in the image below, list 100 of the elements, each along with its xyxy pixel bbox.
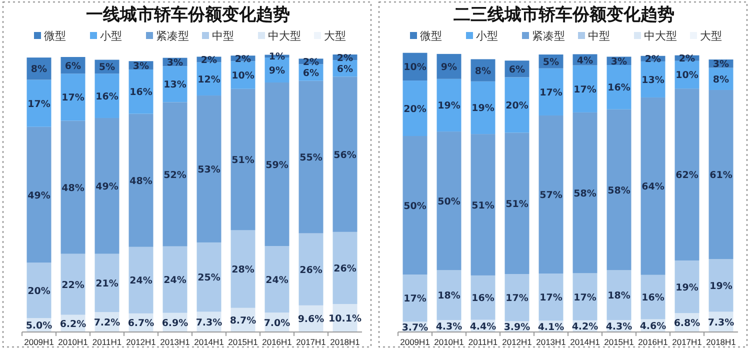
data-label: 3.7% xyxy=(402,322,429,334)
data-label: 24% xyxy=(130,276,153,287)
bar xyxy=(572,112,598,274)
data-label: 9% xyxy=(268,66,286,77)
bar xyxy=(504,132,530,274)
legend-label: 紧凑型 xyxy=(156,30,189,42)
data-label: 50% xyxy=(404,200,427,212)
data-label: 17% xyxy=(506,293,529,304)
legend-label: 中型 xyxy=(588,30,610,42)
bar xyxy=(332,76,358,232)
bar xyxy=(402,274,428,322)
data-label: 19% xyxy=(472,103,495,114)
legend-label: 大型 xyxy=(324,30,346,42)
data-label: 2% xyxy=(678,54,696,65)
bar xyxy=(298,80,324,234)
bar xyxy=(538,68,564,116)
x-tick-label: 2015H1 xyxy=(604,337,634,347)
data-label: 20% xyxy=(506,100,529,112)
data-label: 7.0% xyxy=(264,318,291,329)
bar xyxy=(162,102,188,246)
bar xyxy=(94,254,120,312)
data-label: 26% xyxy=(334,263,357,274)
data-label: 58% xyxy=(608,185,631,196)
legend-label: 小型 xyxy=(476,30,498,42)
bar xyxy=(674,260,700,314)
bar xyxy=(94,118,120,254)
x-tick-label: 2013H1 xyxy=(160,337,190,347)
data-label: 3% xyxy=(712,59,730,70)
bar xyxy=(538,115,564,274)
bar xyxy=(128,114,154,247)
x-tick-label: 2017H1 xyxy=(672,337,702,347)
data-label: 16% xyxy=(642,292,665,304)
legend-label: 小型 xyxy=(100,30,122,42)
data-label: 61% xyxy=(710,170,733,182)
x-tick-label: 2010H1 xyxy=(58,337,88,347)
data-label: 5.0% xyxy=(26,320,53,332)
bar xyxy=(196,242,222,312)
bar xyxy=(640,97,666,275)
data-label: 56% xyxy=(334,150,357,161)
data-label: 21% xyxy=(96,278,119,290)
data-label: 6.8% xyxy=(674,318,701,330)
bar xyxy=(470,81,496,134)
data-label: 10% xyxy=(232,70,255,82)
data-label: 16% xyxy=(96,91,119,102)
data-label: 17% xyxy=(574,84,597,96)
bar xyxy=(674,88,700,260)
data-label: 4.6% xyxy=(640,321,667,332)
x-tick-label: 2015H1 xyxy=(228,337,258,347)
data-label: 57% xyxy=(540,190,563,201)
data-label: 19% xyxy=(676,282,699,294)
data-label: 17% xyxy=(540,292,563,304)
data-label: 48% xyxy=(130,176,153,187)
bar xyxy=(606,270,632,320)
data-label: 62% xyxy=(676,170,699,182)
data-label: 1% xyxy=(268,52,286,63)
data-label: 2% xyxy=(336,52,354,64)
legend-label: 紧凑型 xyxy=(532,30,565,42)
data-label: 58% xyxy=(574,188,597,200)
bar xyxy=(538,274,564,321)
legend-label: 微型 xyxy=(44,30,66,42)
data-label: 6% xyxy=(336,64,354,75)
data-label: 50% xyxy=(438,196,461,208)
data-label: 28% xyxy=(232,264,255,276)
bar xyxy=(230,230,256,308)
data-label: 6% xyxy=(302,68,320,80)
bar xyxy=(264,246,290,313)
data-label: 3% xyxy=(132,60,150,72)
x-tick-label: 2012H1 xyxy=(502,337,532,347)
x-tick-label: 2011H1 xyxy=(92,337,122,347)
data-label: 2% xyxy=(302,56,320,68)
bar xyxy=(60,74,86,121)
data-label: 19% xyxy=(710,280,733,292)
data-label: 6% xyxy=(64,60,82,72)
x-tick-label: 2018H1 xyxy=(706,337,736,347)
data-label: 6% xyxy=(508,64,526,76)
data-label: 8% xyxy=(712,74,730,86)
bar xyxy=(708,90,734,260)
data-label: 17% xyxy=(574,292,597,304)
bar xyxy=(230,88,256,230)
data-label: 49% xyxy=(96,181,119,192)
bar xyxy=(332,232,358,304)
legend-label: 大型 xyxy=(700,30,722,42)
x-tick-label: 2010H1 xyxy=(434,337,464,347)
data-label: 10% xyxy=(404,62,427,74)
chart-title: 二三线城市轿车份额变化趋势 xyxy=(454,5,674,25)
x-tick-label: 2012H1 xyxy=(126,337,156,347)
data-label: 52% xyxy=(164,170,187,181)
data-label: 9.6% xyxy=(298,314,325,326)
data-label: 13% xyxy=(164,80,187,91)
bar xyxy=(402,80,428,136)
bar xyxy=(162,246,188,313)
bar xyxy=(436,132,462,270)
data-label: 13% xyxy=(642,74,665,86)
data-label: 17% xyxy=(62,92,85,104)
data-label: 24% xyxy=(266,274,289,286)
data-label: 3% xyxy=(166,57,184,68)
x-tick-label: 2014H1 xyxy=(570,337,600,347)
data-label: 4.2% xyxy=(572,322,599,333)
x-tick-label: 2017H1 xyxy=(296,337,326,347)
x-tick-label: 2011H1 xyxy=(468,337,498,347)
